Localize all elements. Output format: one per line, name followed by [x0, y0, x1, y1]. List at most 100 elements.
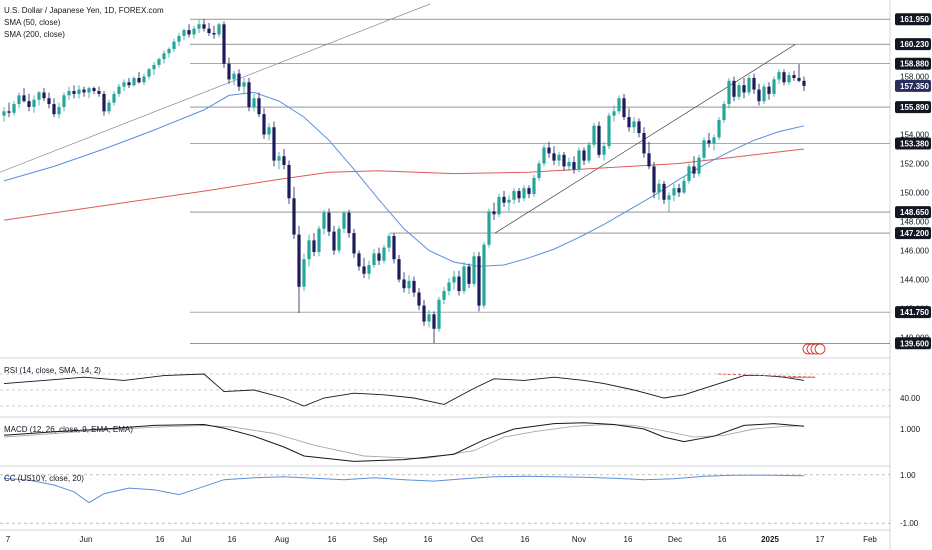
- candle: [317, 228, 321, 252]
- candle: [62, 95, 66, 107]
- price-tag: [895, 137, 931, 150]
- candle: [367, 265, 371, 274]
- candle: [302, 259, 306, 287]
- price-tag: [895, 227, 931, 240]
- candle: [207, 28, 211, 33]
- candle: [422, 305, 426, 322]
- candle: [617, 98, 621, 112]
- candle: [537, 163, 541, 178]
- sma50-legend[interactable]: SMA (50, close): [4, 18, 61, 27]
- price-tag: [895, 57, 931, 70]
- candle: [2, 111, 6, 116]
- candle: [582, 150, 586, 161]
- time-tick: Jun: [80, 535, 93, 544]
- candle: [147, 69, 151, 77]
- candle: [117, 86, 121, 94]
- candle: [732, 80, 736, 97]
- price-tag-label: 157.350: [900, 82, 929, 91]
- price-tag: [895, 306, 931, 319]
- candle: [777, 72, 781, 80]
- candle: [517, 191, 521, 199]
- price-tag-label: 160.230: [900, 40, 929, 49]
- candle: [197, 24, 201, 29]
- candle: [522, 188, 526, 199]
- price-tick: 146.000: [900, 247, 929, 256]
- candle: [172, 41, 176, 49]
- candle: [457, 276, 461, 292]
- candle: [447, 282, 451, 292]
- candle: [27, 101, 31, 107]
- candle: [222, 24, 226, 64]
- sma200-line: [3, 148, 805, 221]
- time-tick: Jul: [181, 535, 191, 544]
- candle: [672, 188, 676, 196]
- time-tick: 16: [424, 535, 433, 544]
- candle: [482, 244, 486, 306]
- rsi-line: [3, 373, 805, 407]
- time-tick: 16: [328, 535, 337, 544]
- candle: [562, 154, 566, 167]
- candle: [187, 30, 191, 35]
- candle: [527, 188, 531, 194]
- candle: [612, 111, 616, 116]
- candle: [432, 314, 436, 329]
- sma200-legend[interactable]: SMA (200, close): [4, 30, 65, 39]
- candle: [712, 137, 716, 144]
- candle: [737, 85, 741, 97]
- price-tick: 152.000: [900, 160, 929, 169]
- price-tick: 150.000: [900, 189, 929, 198]
- candle: [557, 154, 561, 161]
- candle: [412, 280, 416, 293]
- candle: [377, 253, 381, 261]
- candle: [242, 82, 246, 87]
- price-tag: [895, 337, 931, 350]
- candle: [257, 98, 261, 115]
- candle: [167, 48, 171, 54]
- macd-legend[interactable]: MACD (12, 26, close, 9, EMA, EMA): [4, 425, 133, 434]
- candle: [137, 77, 141, 83]
- candle: [42, 92, 46, 99]
- candle: [122, 82, 126, 87]
- candle: [722, 104, 726, 120]
- candle: [177, 35, 181, 42]
- candle: [452, 276, 456, 283]
- candle: [682, 180, 686, 193]
- candle: [192, 28, 196, 35]
- price-tick: 144.000: [900, 276, 929, 285]
- candle: [727, 80, 731, 105]
- candle: [442, 291, 446, 300]
- candle: [392, 236, 396, 260]
- candle: [652, 166, 656, 193]
- candle: [262, 114, 266, 135]
- macd-signal-line: [3, 424, 805, 460]
- candle: [657, 183, 661, 193]
- trend-line: [0, 3, 431, 173]
- candle: [607, 115, 611, 147]
- candle: [647, 153, 651, 167]
- candle: [802, 80, 806, 86]
- candle: [547, 147, 551, 154]
- candle: [202, 24, 206, 29]
- candle: [497, 196, 501, 215]
- candle: [397, 259, 401, 280]
- price-tag-label: 153.380: [900, 139, 929, 148]
- time-tick: 2025: [761, 535, 779, 544]
- candle: [152, 64, 156, 70]
- candle: [282, 156, 286, 165]
- rsi-legend[interactable]: RSI (14, close, SMA, 14, 2): [4, 366, 101, 375]
- candle: [742, 85, 746, 93]
- time-tick: 16: [156, 535, 165, 544]
- candle: [342, 212, 346, 229]
- price-tag-label: 161.950: [900, 15, 929, 24]
- candle: [272, 127, 276, 161]
- symbol-title[interactable]: U.S. Dollar / Japanese Yen, 1D, FOREX.co…: [4, 6, 164, 15]
- candle: [12, 104, 16, 113]
- cc-legend[interactable]: CC (US10Y, close, 20): [4, 474, 84, 483]
- time-tick: Dec: [668, 535, 682, 544]
- time-tick: Feb: [863, 535, 877, 544]
- candle: [587, 144, 591, 161]
- candle: [332, 231, 336, 251]
- candle: [577, 150, 581, 170]
- price-tag: [895, 38, 931, 51]
- price-tag: [895, 13, 931, 26]
